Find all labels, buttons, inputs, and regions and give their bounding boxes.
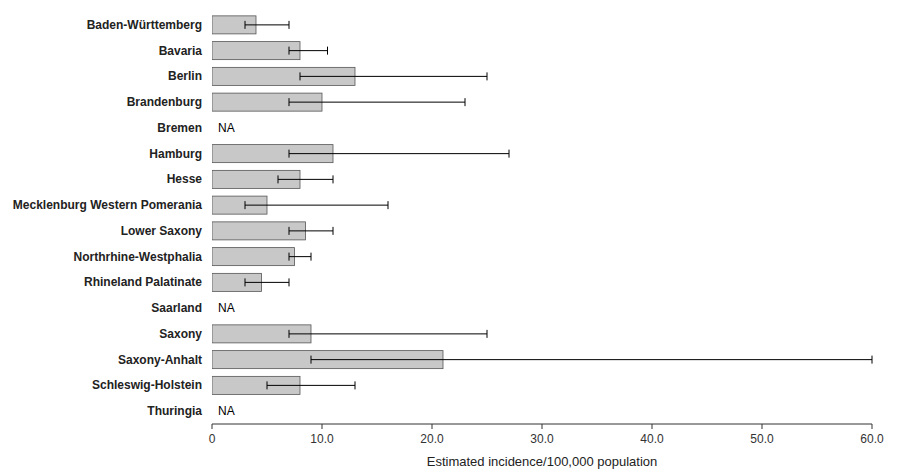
error-whisker: [289, 256, 311, 257]
error-whisker: [289, 230, 333, 231]
na-labels: NA NA NA: [218, 121, 235, 418]
tick: [542, 424, 543, 429]
tick: [432, 424, 433, 429]
x-axis-label: Estimated incidence/100,000 population: [427, 454, 658, 469]
category-label: Brandenburg: [127, 95, 202, 109]
error-cap: [487, 72, 488, 80]
error-bar: [311, 356, 872, 364]
category-label: Bremen: [157, 121, 202, 135]
bar: [212, 42, 300, 60]
error-cap: [289, 253, 290, 261]
tick: [322, 424, 323, 429]
error-bar: [245, 201, 388, 209]
error-bar: [289, 227, 333, 235]
error-bar: [300, 72, 487, 80]
chart: Baden-Württemberg Bavaria Berlin Brandenbur…: [0, 0, 900, 476]
error-cap: [267, 381, 268, 389]
error-whisker: [289, 153, 509, 154]
error-cap: [289, 98, 290, 106]
category-label: Saxony: [159, 327, 202, 341]
category-label: Saxony-Anhalt: [118, 353, 202, 367]
category-label: Rhineland Palatinate: [84, 275, 202, 289]
error-whisker: [245, 205, 388, 206]
tick: [652, 424, 653, 429]
category-label: Northrhine-Westphalia: [74, 250, 203, 264]
data-label: NA: [218, 404, 235, 418]
error-whisker: [300, 76, 487, 77]
error-bar: [245, 278, 289, 286]
error-cap: [355, 381, 356, 389]
error-bar: [289, 98, 465, 106]
tick: [212, 424, 213, 429]
error-whisker: [267, 385, 355, 386]
error-whisker: [245, 24, 289, 25]
tick-label: 40.0: [640, 432, 664, 446]
tick-label: 50.0: [750, 432, 774, 446]
tick-label: 60.0: [860, 432, 884, 446]
error-cap: [289, 278, 290, 286]
error-cap: [872, 356, 873, 364]
error-cap: [509, 150, 510, 158]
error-cap: [289, 330, 290, 338]
category-label: Hesse: [167, 172, 203, 186]
tick: [762, 424, 763, 429]
x-axis: 0 10.0 20.0 30.0 40.0 50.0 60.0 Estimated incid…: [209, 424, 884, 469]
error-cap: [300, 72, 301, 80]
error-cap: [289, 150, 290, 158]
error-whisker: [311, 359, 872, 360]
bar: [212, 248, 295, 266]
category-label: Hamburg: [149, 147, 202, 161]
error-cap: [465, 98, 466, 106]
tick-label: 10.0: [310, 432, 334, 446]
category-label: Bavaria: [159, 44, 203, 58]
error-whisker: [289, 50, 328, 51]
category-label: Mecklenburg Western Pomerania: [13, 198, 202, 212]
tick-label: 30.0: [530, 432, 554, 446]
error-bar: [289, 330, 487, 338]
error-bar: [245, 21, 289, 29]
plot-area: [212, 16, 872, 395]
y-axis: Baden-Württemberg Bavaria Berlin Brandenbur…: [13, 18, 202, 418]
tick: [872, 424, 873, 429]
error-cap: [245, 21, 246, 29]
category-label: Saarland: [151, 301, 202, 315]
error-bar: [289, 253, 311, 261]
tick-label: 20.0: [420, 432, 444, 446]
data-label: NA: [218, 121, 235, 135]
data-label: NA: [218, 301, 235, 315]
category-label: Lower Saxony: [121, 224, 203, 238]
category-label: Berlin: [168, 69, 202, 83]
error-cap: [245, 201, 246, 209]
error-bar: [289, 47, 328, 55]
error-bar: [278, 175, 333, 183]
error-whisker: [245, 282, 289, 283]
error-cap: [487, 330, 488, 338]
error-bar: [289, 150, 509, 158]
category-label: Thuringia: [147, 404, 202, 418]
error-bar: [267, 381, 355, 389]
error-cap: [278, 175, 279, 183]
error-cap: [388, 201, 389, 209]
error-whisker: [289, 102, 465, 103]
error-cap: [289, 47, 290, 55]
error-cap: [289, 227, 290, 235]
error-cap: [289, 21, 290, 29]
error-cap: [327, 47, 328, 55]
category-label: Baden-Württemberg: [87, 18, 202, 32]
tick-label: 0: [209, 432, 216, 446]
error-cap: [245, 278, 246, 286]
error-cap: [333, 175, 334, 183]
error-cap: [311, 356, 312, 364]
error-cap: [333, 227, 334, 235]
error-cap: [311, 253, 312, 261]
category-label: Schleswig-Holstein: [92, 378, 202, 392]
error-whisker: [289, 333, 487, 334]
error-whisker: [278, 179, 333, 180]
